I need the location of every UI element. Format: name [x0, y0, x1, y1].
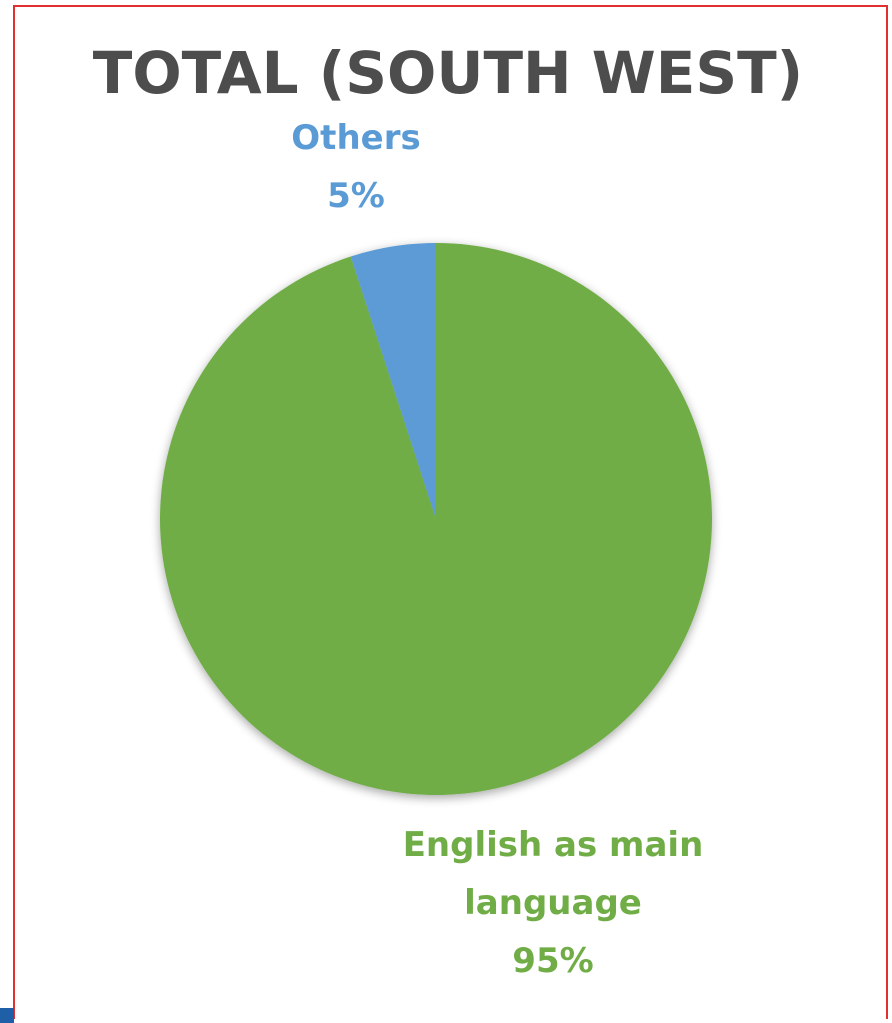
chart-title: TOTAL (SOUTH WEST) — [93, 39, 803, 107]
pie-labels: English as main language 95% Others 5% — [291, 118, 703, 981]
corner-mark — [0, 1008, 14, 1023]
slice-label-1-line-2: language — [464, 883, 642, 923]
slice-value-label-2: 5% — [327, 176, 385, 216]
pie-slices — [160, 243, 712, 796]
slice-label-2-line-1: Others — [291, 118, 420, 158]
slice-value-label-1: 95% — [512, 941, 593, 981]
pie-slice-2 — [350, 243, 436, 519]
slice-label-1-line-1: English as main — [403, 825, 704, 865]
pie-slice-1 — [160, 243, 712, 796]
